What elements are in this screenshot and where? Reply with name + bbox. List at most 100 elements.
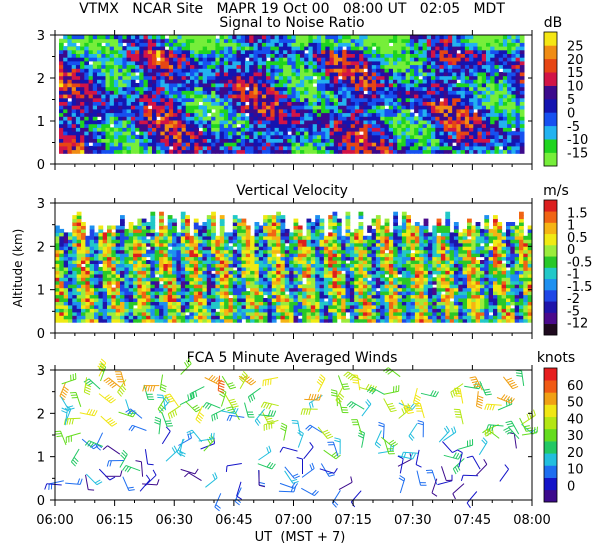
heatmap-cell	[75, 72, 81, 77]
heatmap-cell	[67, 79, 73, 84]
heatmap-cell	[397, 145, 402, 151]
heatmap-cell	[502, 127, 508, 132]
heatmap-cell	[72, 298, 78, 302]
heatmap-cell	[346, 94, 352, 99]
heatmap-cell	[295, 86, 301, 91]
heatmap-cell	[422, 112, 428, 117]
heatmap-cell	[180, 287, 186, 292]
heatmap-cell	[397, 108, 402, 114]
heatmap-cell	[81, 304, 86, 309]
heatmap-cell	[115, 232, 121, 237]
heatmap-cell	[241, 222, 247, 226]
heatmap-cell	[163, 318, 169, 323]
heatmap-cell	[333, 72, 339, 77]
heatmap-cell	[75, 112, 81, 117]
heatmap-cell	[80, 134, 85, 139]
heatmap-cell	[118, 127, 123, 132]
heatmap-cell	[219, 79, 225, 84]
heatmap-cell	[245, 116, 250, 121]
heatmap-cell	[435, 38, 440, 43]
heatmap-cell	[111, 225, 117, 230]
heatmap-cell	[160, 101, 166, 106]
heatmap-cell	[359, 112, 364, 117]
heatmap-cell	[232, 101, 237, 106]
heatmap-cell	[211, 138, 216, 143]
heatmap-cell	[439, 53, 445, 58]
heatmap-cell	[105, 112, 111, 117]
heatmap-cell	[350, 138, 356, 143]
heatmap-cell	[76, 235, 82, 240]
heatmap-cell	[312, 35, 318, 40]
heatmap-cell	[107, 253, 112, 258]
heatmap-cell	[94, 253, 99, 258]
heatmap-cell	[266, 105, 271, 110]
heatmap-cell	[464, 86, 470, 91]
heatmap-cell	[180, 228, 186, 233]
heatmap-cell	[139, 68, 144, 73]
heatmap-cell	[194, 101, 199, 106]
heatmap-cell	[130, 134, 136, 139]
heatmap-cell	[67, 101, 73, 106]
heatmap-cell	[435, 86, 440, 91]
heatmap-cell	[107, 242, 112, 247]
heatmap-cell	[439, 83, 445, 88]
heatmap-cell	[329, 134, 335, 139]
heatmap-cell	[126, 49, 132, 54]
heatmap-cell	[350, 116, 356, 121]
heatmap-cell	[325, 49, 330, 54]
heatmap-cell	[371, 116, 377, 121]
heatmap-cell	[393, 68, 398, 73]
heatmap-cell	[88, 42, 94, 47]
heatmap-cell	[278, 149, 284, 154]
heatmap-cell	[75, 149, 81, 154]
heatmap-cell	[401, 145, 407, 151]
heatmap-cell	[193, 294, 199, 299]
heatmap-cell	[71, 38, 77, 43]
heatmap-cell	[232, 94, 237, 99]
heatmap-cell	[295, 57, 301, 62]
heatmap-cell	[150, 246, 156, 251]
heatmap-cell	[152, 108, 157, 114]
heatmap-cell	[456, 138, 462, 143]
heatmap-cell	[236, 64, 242, 69]
heatmap-cell	[443, 131, 449, 136]
heatmap-cell	[486, 53, 491, 58]
heatmap-cell	[189, 249, 195, 254]
heatmap-cell	[312, 53, 318, 58]
heatmap-cell	[124, 284, 130, 289]
heatmap-cell	[59, 270, 65, 275]
heatmap-cell	[346, 64, 352, 69]
heatmap-cell	[228, 284, 234, 289]
heatmap-cell	[211, 64, 216, 69]
heatmap-cell	[198, 35, 204, 40]
heatmap-cell	[202, 315, 208, 320]
heatmap-cell	[207, 123, 212, 128]
heatmap-cell	[55, 249, 60, 254]
heatmap-cell	[185, 42, 191, 47]
heatmap-cell	[92, 105, 98, 110]
heatmap-cell	[109, 46, 115, 51]
heatmap-cell	[276, 263, 281, 268]
heatmap-cell	[59, 46, 64, 51]
heatmap-cell	[295, 68, 301, 73]
heatmap-cell	[193, 270, 199, 275]
heatmap-cell	[447, 64, 453, 69]
heatmap-cell	[447, 127, 453, 132]
heatmap-cell	[115, 315, 121, 320]
heatmap-cell	[469, 108, 474, 114]
heatmap-cell	[460, 79, 466, 84]
heatmap-cell	[232, 116, 237, 121]
heatmap-cell	[156, 38, 161, 43]
heatmap-cell	[439, 101, 445, 106]
heatmap-cell	[128, 308, 134, 313]
heatmap-cell	[72, 280, 78, 285]
heatmap-cell	[193, 280, 199, 285]
heatmap-cell	[223, 86, 229, 91]
heatmap-cell	[219, 235, 225, 240]
heatmap-cell	[266, 38, 271, 43]
heatmap-cell	[219, 311, 225, 316]
heatmap-cell	[325, 90, 330, 95]
heatmap-cell	[211, 260, 216, 264]
heatmap-cell	[481, 90, 487, 95]
heatmap-cell	[102, 277, 108, 282]
